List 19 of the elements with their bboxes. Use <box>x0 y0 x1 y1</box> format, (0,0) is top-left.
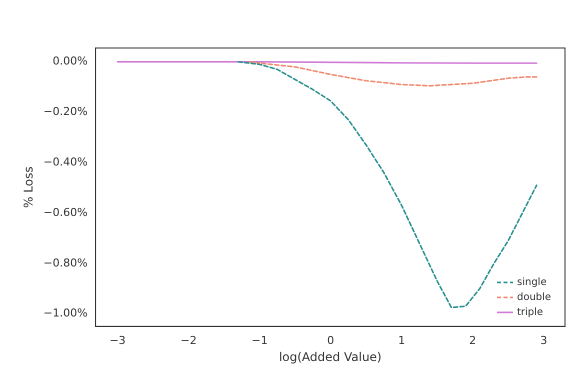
x-tick-label: 1 <box>398 334 406 347</box>
legend-label: double <box>517 292 552 303</box>
y-tick-label: −0.20% <box>43 105 88 118</box>
legend-label: triple <box>517 306 544 318</box>
y-axis-title: % Loss <box>21 166 36 208</box>
x-axis-title: log(Added Value) <box>278 350 382 364</box>
x-tick-label: −3 <box>109 334 126 347</box>
y-tick-label: −0.40% <box>43 155 88 168</box>
y-tick-label: 0.00% <box>52 54 88 68</box>
line-series <box>248 61 538 87</box>
legend-label: single <box>517 276 547 288</box>
x-tick-label: 0 <box>327 334 334 347</box>
y-tick-label: −0.60% <box>43 206 88 219</box>
x-tick-label: −1 <box>252 334 268 347</box>
y-tick-label: −1.00% <box>43 306 88 320</box>
x-tick-label: 2 <box>469 334 476 347</box>
x-tick-label: −2 <box>180 334 197 347</box>
y-tick-label: −0.80% <box>43 256 88 270</box>
x-tick-label: 3 <box>540 334 548 347</box>
